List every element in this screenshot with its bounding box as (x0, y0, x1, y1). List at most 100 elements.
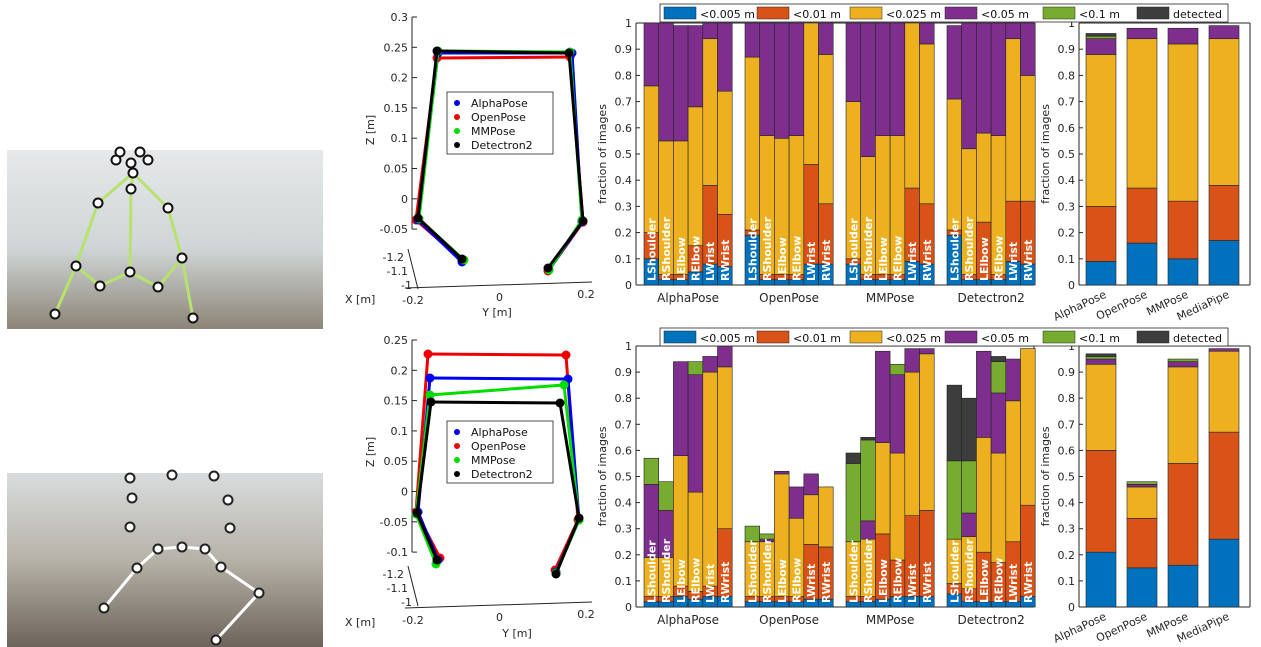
legend-swatch (849, 6, 883, 20)
bar-segment (889, 22, 906, 136)
legend-label: detected (1173, 332, 1222, 345)
z-tick-label: 0.1 (391, 132, 409, 145)
bar-segment (818, 54, 834, 205)
legend-swatch (663, 330, 697, 344)
skeleton-3d-bone (546, 220, 585, 269)
bar-segment (702, 38, 718, 186)
bar-segment (860, 22, 876, 157)
bar-segment (774, 22, 790, 139)
top-camera-photo (7, 150, 323, 329)
bar-segment (658, 22, 674, 142)
skeleton-3d-joint (551, 569, 561, 579)
skeleton-bone (97, 171, 134, 205)
bar-segment (889, 452, 906, 561)
bar-segment (687, 361, 704, 376)
bar-segment (990, 392, 1007, 454)
skeleton-joint (127, 167, 139, 179)
method-label: MMPose (866, 291, 915, 305)
bar-segment (1167, 358, 1199, 362)
z-tick-label: 0.25 (384, 41, 409, 54)
joint-label: LWrist (805, 242, 818, 281)
skeleton-joint (98, 602, 110, 614)
legend-swatch (756, 6, 790, 20)
bar-segment (1167, 366, 1199, 464)
skeleton-joint (199, 543, 211, 555)
bar-segment (687, 106, 704, 246)
joint-label: RWrist (820, 562, 833, 603)
bar-segment (1085, 206, 1117, 262)
legend-label: <0.01 m (793, 332, 841, 345)
y-axis (404, 281, 593, 289)
y-tick-label: 0.2 (615, 549, 633, 562)
legend-label: <0.005 m (700, 332, 755, 345)
skeleton-3d-joint (559, 380, 569, 390)
y-tick-label: 1 (1068, 17, 1075, 30)
bar-segment (818, 22, 834, 55)
bar-segment (1208, 240, 1240, 286)
skeleton-3d-joint (543, 263, 553, 273)
z-tick-label: 0.2 (391, 364, 409, 377)
joint-label: RElbow (891, 236, 904, 281)
skeleton-joint (166, 469, 178, 481)
joint-label: RElbow (790, 236, 803, 281)
bar-segment (1085, 38, 1117, 55)
legend-3d-label: OpenPose (471, 440, 526, 453)
joint-label: RWrist (1022, 562, 1035, 603)
bar-segment (1085, 450, 1117, 553)
joint-label: LWrist (704, 564, 717, 603)
bar-segment (919, 43, 935, 205)
bar-segment (1167, 361, 1199, 368)
skeleton-3d-bone (429, 376, 569, 381)
y-tick-label: 0 (625, 279, 632, 292)
bar-segment (1167, 564, 1199, 608)
legend-swatch (756, 330, 790, 344)
bar-segment (1005, 400, 1021, 543)
skeleton-joint (176, 541, 188, 553)
y-tick-label: 0.6 (615, 122, 633, 135)
z-tick-label: -0.1 (387, 546, 408, 559)
legend-3d-label: Detectron2 (471, 468, 533, 481)
legend-label: <0.025 m (886, 332, 941, 345)
legend-label: <0.1 m (1079, 332, 1120, 345)
legend-swatch (849, 330, 883, 344)
y-axis (404, 601, 593, 609)
z-tick-label: -0.05 (380, 516, 408, 529)
bar-segment (845, 452, 861, 464)
bar-segment (889, 363, 906, 376)
bar-segment (1208, 348, 1240, 352)
bar-segment (904, 22, 920, 189)
y-tick-label: 0 (625, 601, 632, 614)
skeleton-3d-bone (427, 352, 567, 357)
bottom-camera-photo (7, 473, 323, 647)
skeleton-joint (92, 197, 104, 209)
skeleton-3d-bone (415, 512, 439, 561)
legend-label: <0.005 m (700, 8, 755, 21)
skeleton-joint (187, 312, 199, 324)
y-tick-label: 0.4 (1058, 497, 1076, 510)
skeleton-3d-joint (413, 213, 423, 223)
legend-3d-marker (454, 142, 460, 148)
joint-label: RShoulder (761, 216, 774, 281)
legend-swatch (944, 330, 978, 344)
legend-box (659, 3, 1229, 23)
skeleton-3d-bone (554, 517, 581, 575)
skeleton-joint (142, 154, 154, 166)
joint-label: RWrist (719, 562, 732, 603)
y-tick-label: 0.1 (615, 575, 633, 588)
y-tick-label: 0.7 (1058, 418, 1076, 431)
joint-label: LWrist (704, 242, 717, 281)
bar-segment (759, 533, 775, 540)
skeleton-3d-joint (425, 373, 435, 383)
bar-segment (1167, 463, 1199, 566)
z-tick-label: -0.05 (380, 223, 408, 236)
skeleton-3d-joint (423, 349, 433, 359)
y-tick-label: -0.2 (402, 614, 423, 627)
y-axis-label: fraction of images (1039, 104, 1052, 204)
joint-label: LElbow (877, 559, 890, 603)
y-tick-label: 0.2 (577, 288, 595, 301)
skeleton-3d-joint (578, 216, 588, 226)
y-tick-label: 0.9 (1058, 366, 1076, 379)
bar-segment (717, 345, 733, 368)
skeleton-bone (131, 171, 170, 210)
